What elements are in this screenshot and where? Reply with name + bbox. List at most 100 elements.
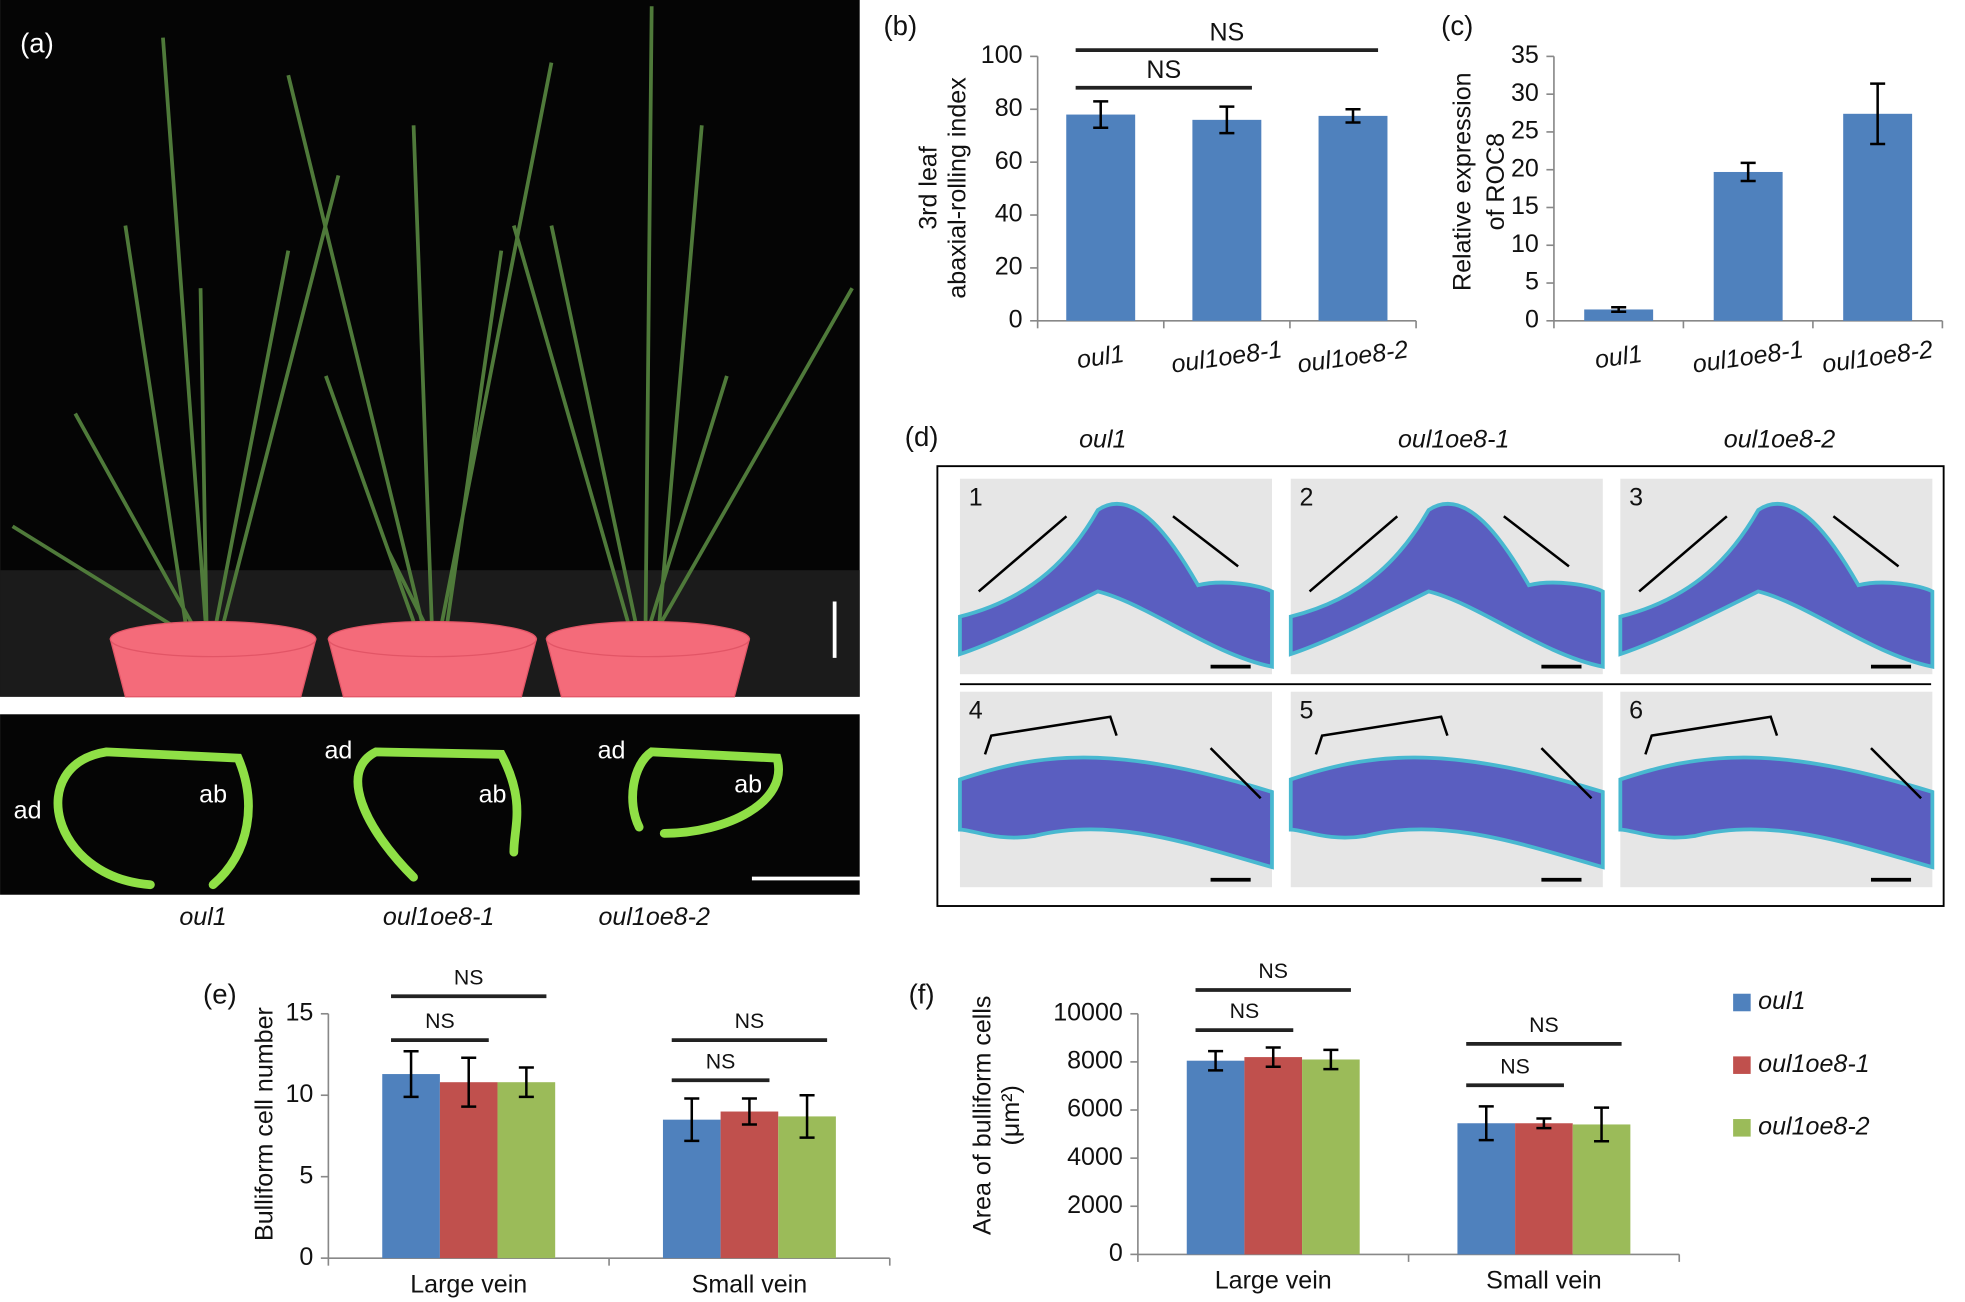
legend-swatch [1733,1119,1751,1137]
bar [1572,1124,1631,1255]
y-axis-label: 3rd leaf [914,146,942,230]
image-number: 1 [969,483,983,511]
y-tick-label: 60 [995,147,1023,175]
image-number: 4 [969,696,983,724]
bar [1066,114,1136,321]
y-axis-label: of ROC8 [1482,133,1510,230]
bar [497,1082,556,1259]
y-tick-label: 20 [995,253,1023,281]
annotation: NS [706,1049,736,1073]
bracket [977,515,1239,593]
x-tick-label: Small vein [692,1270,808,1298]
section-label: ab [734,770,762,798]
panel-label: (c) [1441,10,1473,41]
y-tick-label: 10000 [1053,998,1123,1026]
x-tick-label: Small vein [1486,1267,1602,1295]
y-tick-label: 25 [1511,117,1539,145]
y-tick-label: 2000 [1067,1191,1123,1219]
error-bar [799,1093,815,1139]
panel-label: (b) [884,10,918,41]
y-tick-label: 8000 [1067,1047,1123,1075]
micrograph-frame [936,465,1945,907]
bar [1515,1123,1573,1255]
x-tick-label: oul1oe8-1 [1691,335,1805,378]
y-tick-label: 10 [285,1080,313,1108]
panel-label: (a) [20,27,54,58]
y-tick-label: 5 [1525,268,1539,296]
y-tick-label: 0 [1009,305,1023,333]
column-label: oul1oe8-2 [1724,426,1835,454]
x-tick-label: oul1 [1075,340,1126,374]
genotype-label: oul1oe8-2 [598,903,709,931]
y-tick-label: 15 [1511,192,1539,220]
bracket [1314,715,1593,800]
annotation: NS [1209,18,1244,46]
bar [1192,119,1262,321]
y-axis-label: (μm²) [997,1085,1025,1145]
panel-label: (d) [905,421,939,452]
error-bar [741,1097,757,1126]
y-axis-label: Relative expression [1448,72,1476,291]
image-number: 3 [1629,483,1643,511]
bar [1843,113,1913,321]
section-photo [0,714,878,895]
annotation: NS [735,1009,765,1033]
error-bar [1740,161,1756,183]
bar [382,1074,440,1259]
annotation: NS [1529,1013,1559,1037]
y-tick-label: 5 [299,1161,313,1189]
error-bar [1265,1046,1281,1068]
column-label: oul1 [1079,426,1126,454]
y-tick-label: 20 [1511,154,1539,182]
y-tick-label: 80 [995,94,1023,122]
error-bar [1478,1105,1494,1142]
annotation: NS [1500,1054,1530,1078]
y-tick-label: 30 [1511,79,1539,107]
bar [1302,1059,1360,1255]
x-tick-label: Large vein [1215,1267,1332,1295]
y-tick-label: 10 [1511,230,1539,258]
y-axis-label: abaxial-rolling index [943,77,971,299]
bracket [1638,515,1900,593]
legend-label: oul1 [1758,987,1805,1015]
legend-label: oul1oe8-2 [1758,1112,1869,1140]
section-label: ab [479,780,507,808]
bar [1584,309,1654,321]
column-label: oul1oe8-1 [1398,426,1509,454]
leaf-tissue [958,755,1274,870]
y-tick-label: 4000 [1067,1143,1123,1171]
image-number: 5 [1300,696,1314,724]
error-bar [1536,1117,1552,1130]
annotation: NS [1230,999,1260,1023]
error-bar [1323,1048,1339,1071]
annotation: NS [425,1009,455,1033]
section-label: ad [324,737,352,765]
annotation: NS [454,965,484,989]
genotype-label: oul1oe8-1 [383,903,494,931]
error-bar [1093,100,1109,130]
y-tick-label: 0 [1525,305,1539,333]
x-tick-label: oul1oe8-2 [1820,335,1934,378]
x-tick-label: Large vein [410,1270,527,1298]
error-bar [1611,305,1627,313]
x-tick-label: oul1 [1593,340,1644,374]
bar [1713,171,1783,321]
legend-swatch [1733,993,1751,1012]
y-axis-label: Bulliform cell number [250,1007,278,1241]
bar [1244,1057,1303,1255]
bracket [1308,515,1570,593]
bar [1457,1123,1516,1255]
bar [439,1082,498,1259]
plant-photo [0,0,860,698]
error-bar [1208,1049,1224,1072]
genotype-label: oul1 [179,903,226,931]
error-bar [1594,1106,1610,1143]
y-tick-label: 0 [299,1243,313,1271]
bracket [1644,715,1922,800]
y-tick-label: 15 [285,998,313,1026]
bar [720,1111,779,1259]
y-tick-label: 6000 [1067,1095,1123,1123]
bar [778,1116,836,1259]
bar [662,1119,721,1259]
leaf-tissue [1618,502,1935,669]
